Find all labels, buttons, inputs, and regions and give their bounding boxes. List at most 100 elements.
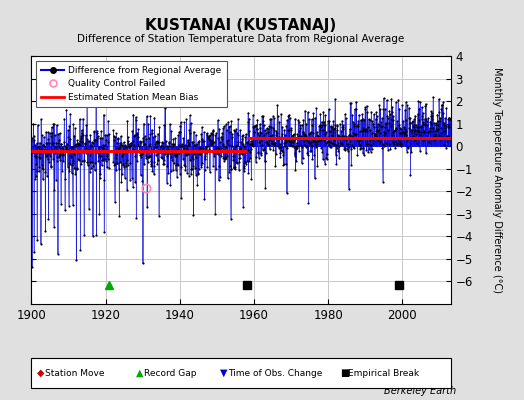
Point [343, 141, 352, 147]
Point [277, 144, 285, 150]
Point [223, 140, 232, 146]
Point [205, 132, 214, 138]
Point [283, 145, 291, 151]
Point [118, 153, 126, 160]
Point [76, 247, 84, 253]
Point [223, 126, 231, 133]
Point [391, 126, 399, 133]
Point [61, 146, 70, 152]
Point [301, 108, 309, 114]
Point [217, 147, 225, 154]
Point [365, 146, 374, 152]
Point [373, 126, 381, 133]
Point [95, 153, 103, 159]
Point [45, 150, 53, 156]
Point [74, 140, 82, 146]
Point [160, 161, 168, 167]
Point [332, 142, 340, 148]
Point [376, 106, 385, 112]
Point [260, 132, 268, 138]
Point [401, 116, 410, 123]
Point [121, 142, 129, 149]
Point [412, 122, 420, 128]
Point [217, 145, 226, 151]
Text: Difference of Station Temperature Data from Regional Average: Difference of Station Temperature Data f… [78, 34, 405, 44]
Point [154, 130, 162, 137]
Point [72, 257, 81, 264]
Point [61, 207, 69, 214]
Point [429, 94, 437, 100]
Point [148, 130, 156, 137]
Point [318, 118, 326, 125]
Point [81, 140, 89, 146]
Point [309, 137, 317, 144]
Point [52, 149, 60, 155]
Point [263, 125, 271, 132]
Point [35, 168, 43, 174]
Point [209, 128, 217, 134]
Point [269, 113, 277, 120]
Point [67, 154, 75, 160]
Point [420, 115, 429, 122]
Point [184, 142, 192, 148]
Point [165, 139, 173, 145]
Point [384, 140, 392, 147]
Point [424, 129, 432, 136]
Point [355, 137, 363, 143]
Point [232, 159, 241, 165]
Point [375, 122, 383, 128]
Point [445, 124, 454, 130]
Point [308, 143, 316, 150]
Point [234, 150, 243, 157]
Point [364, 149, 372, 155]
Point [429, 128, 438, 134]
Point [397, 141, 405, 148]
Point [351, 131, 359, 137]
Point [357, 136, 365, 142]
Point [78, 139, 86, 145]
Point [180, 162, 188, 168]
Point [325, 118, 333, 125]
Point [284, 137, 292, 144]
Point [160, 157, 169, 163]
Point [59, 148, 68, 154]
Legend: Difference from Regional Average, Quality Control Failed, Estimated Station Mean: Difference from Regional Average, Qualit… [36, 60, 227, 107]
Point [339, 122, 347, 128]
Point [136, 138, 144, 144]
Point [133, 158, 141, 164]
Point [350, 131, 358, 138]
Point [208, 131, 216, 138]
Point [347, 162, 355, 168]
Point [318, 149, 326, 155]
Point [444, 124, 453, 130]
Point [432, 126, 441, 133]
Point [117, 179, 126, 185]
Point [406, 172, 414, 178]
Point [433, 126, 442, 132]
Point [112, 155, 120, 162]
Point [55, 144, 63, 150]
Point [353, 137, 361, 144]
Point [271, 151, 280, 157]
Point [61, 176, 70, 182]
Point [392, 140, 401, 146]
Point [181, 152, 190, 158]
Point [428, 109, 436, 116]
Point [377, 124, 385, 130]
Point [145, 153, 154, 160]
Point [80, 146, 89, 153]
Point [294, 134, 302, 140]
Point [246, 149, 255, 155]
Point [71, 142, 79, 148]
Point [98, 134, 106, 141]
Point [222, 121, 230, 128]
Point [227, 166, 235, 172]
Point [99, 142, 107, 148]
Point [122, 160, 130, 166]
Point [151, 144, 160, 150]
Point [325, 128, 334, 134]
Point [398, 129, 406, 136]
Point [182, 116, 191, 122]
Point [95, 144, 103, 150]
Point [203, 131, 212, 138]
